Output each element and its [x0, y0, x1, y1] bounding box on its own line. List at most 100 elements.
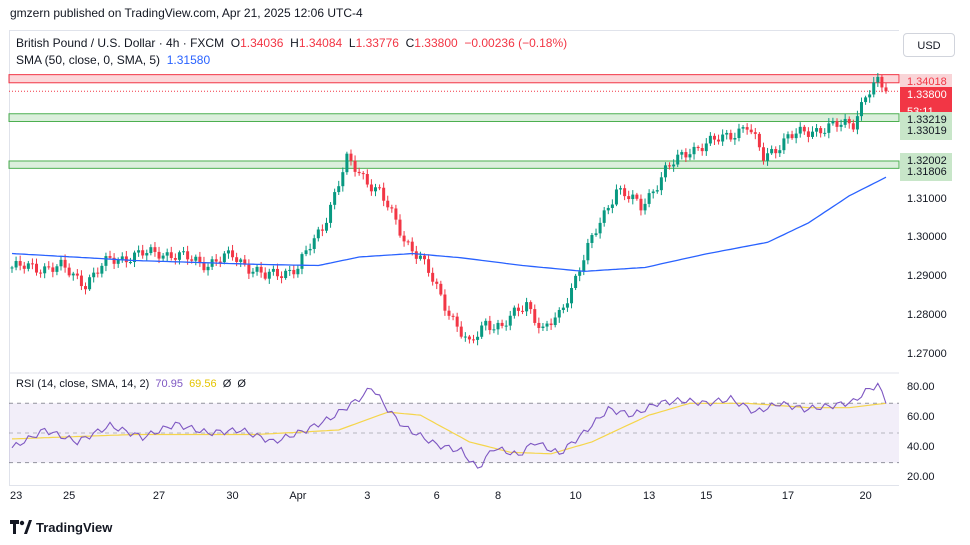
candle-body — [717, 139, 721, 142]
candle-body — [688, 154, 692, 158]
candle-body — [79, 275, 83, 287]
candle-body — [594, 233, 598, 236]
candle-body — [406, 241, 410, 243]
candle-body — [414, 251, 418, 259]
candle-body — [84, 286, 88, 290]
close-value: 1.33800 — [414, 36, 458, 50]
candle-body — [251, 271, 255, 274]
candle-body — [235, 257, 239, 262]
candle-body — [104, 256, 108, 266]
rsi-extra-2: Ø — [237, 378, 246, 390]
candle-body — [218, 261, 222, 263]
candle-body — [349, 153, 353, 161]
rsi-tick-label: 20.00 — [907, 470, 935, 483]
candle-body — [835, 121, 839, 127]
candle-body — [141, 250, 145, 256]
candle-body — [647, 193, 651, 204]
candle-body — [766, 153, 770, 161]
time-axis-label: 8 — [494, 490, 502, 502]
candle-body — [316, 229, 320, 239]
candle-body — [810, 131, 814, 137]
candle-body — [263, 272, 267, 279]
price-tag: 1.31806 — [900, 164, 952, 182]
candle-body — [790, 134, 794, 139]
candle-body — [704, 143, 708, 152]
candle-body — [729, 132, 733, 140]
candle-body — [190, 259, 194, 261]
candle-body — [357, 171, 361, 174]
candle-body — [443, 294, 447, 311]
candle-body — [668, 165, 672, 167]
candle-body — [880, 76, 884, 88]
candle-body — [574, 275, 578, 289]
candle-body — [112, 257, 116, 264]
symbol-legend: British Pound / U.S. Dollar · 4h · FXCM … — [16, 36, 567, 50]
candle-body — [712, 135, 716, 140]
candle-body — [333, 192, 337, 205]
rsi-ma-line — [11, 402, 887, 455]
price-tick-label: 1.28000 — [907, 308, 947, 321]
candle-body — [71, 273, 75, 276]
candle-body — [280, 276, 284, 279]
candle-body — [14, 261, 18, 268]
candle-body — [476, 336, 480, 340]
candle-body — [872, 82, 876, 95]
candle-body — [226, 250, 230, 254]
candle-body — [373, 187, 377, 192]
candle-body — [480, 325, 484, 337]
sma-label: SMA (50, close, 0, SMA, 5) — [16, 53, 161, 67]
candle-body — [753, 132, 757, 134]
candle-body — [582, 260, 586, 272]
candle-body — [614, 189, 618, 205]
candle-body — [124, 256, 128, 263]
candle-body — [22, 265, 26, 269]
candle-body — [488, 320, 492, 331]
candle-body — [275, 268, 279, 277]
candle-body — [182, 251, 186, 253]
candle-body — [864, 97, 868, 103]
change-value: −0.00236 (−0.18%) — [464, 36, 568, 50]
candle-body — [757, 133, 761, 148]
candle-body — [337, 186, 341, 193]
candle-body — [472, 339, 476, 341]
tradingview-footer[interactable]: TradingView — [10, 520, 112, 537]
candle-body — [149, 247, 153, 254]
candle-body — [345, 153, 349, 173]
candle-body — [508, 315, 512, 326]
candle-body — [492, 329, 496, 331]
candle-body — [247, 264, 251, 274]
candle-body — [59, 259, 63, 267]
candle-body — [88, 277, 92, 290]
candle-body — [496, 322, 500, 330]
candle-body — [292, 269, 296, 275]
candle-body — [696, 146, 700, 149]
candle-body — [267, 271, 271, 279]
time-axis-label: 17 — [781, 490, 795, 502]
candle-body — [639, 198, 643, 211]
candle-body — [770, 149, 774, 154]
candle-body — [157, 251, 161, 259]
candle-body — [92, 272, 96, 278]
candle-body — [30, 263, 34, 265]
candle-body — [545, 323, 549, 327]
candle-body — [10, 267, 14, 269]
candle-body — [741, 127, 745, 129]
time-axis-label: 23 — [9, 490, 23, 502]
candle-body — [194, 256, 198, 261]
currency-button[interactable]: USD — [903, 33, 955, 57]
candle-body — [525, 302, 529, 312]
candle-body — [353, 160, 357, 172]
time-axis-label: 25 — [63, 490, 76, 502]
candle-body — [165, 252, 169, 256]
rsi-extra-1: Ø — [222, 378, 232, 390]
candle-body — [365, 174, 369, 185]
price-tick-label: 1.31000 — [907, 192, 947, 205]
candle-body — [361, 173, 365, 175]
candle-body — [231, 250, 235, 258]
candle-body — [63, 259, 67, 268]
candle-body — [725, 132, 729, 135]
candle-body — [137, 250, 141, 253]
rsi-tick-label: 80.00 — [907, 381, 935, 394]
candle-body — [774, 149, 778, 154]
